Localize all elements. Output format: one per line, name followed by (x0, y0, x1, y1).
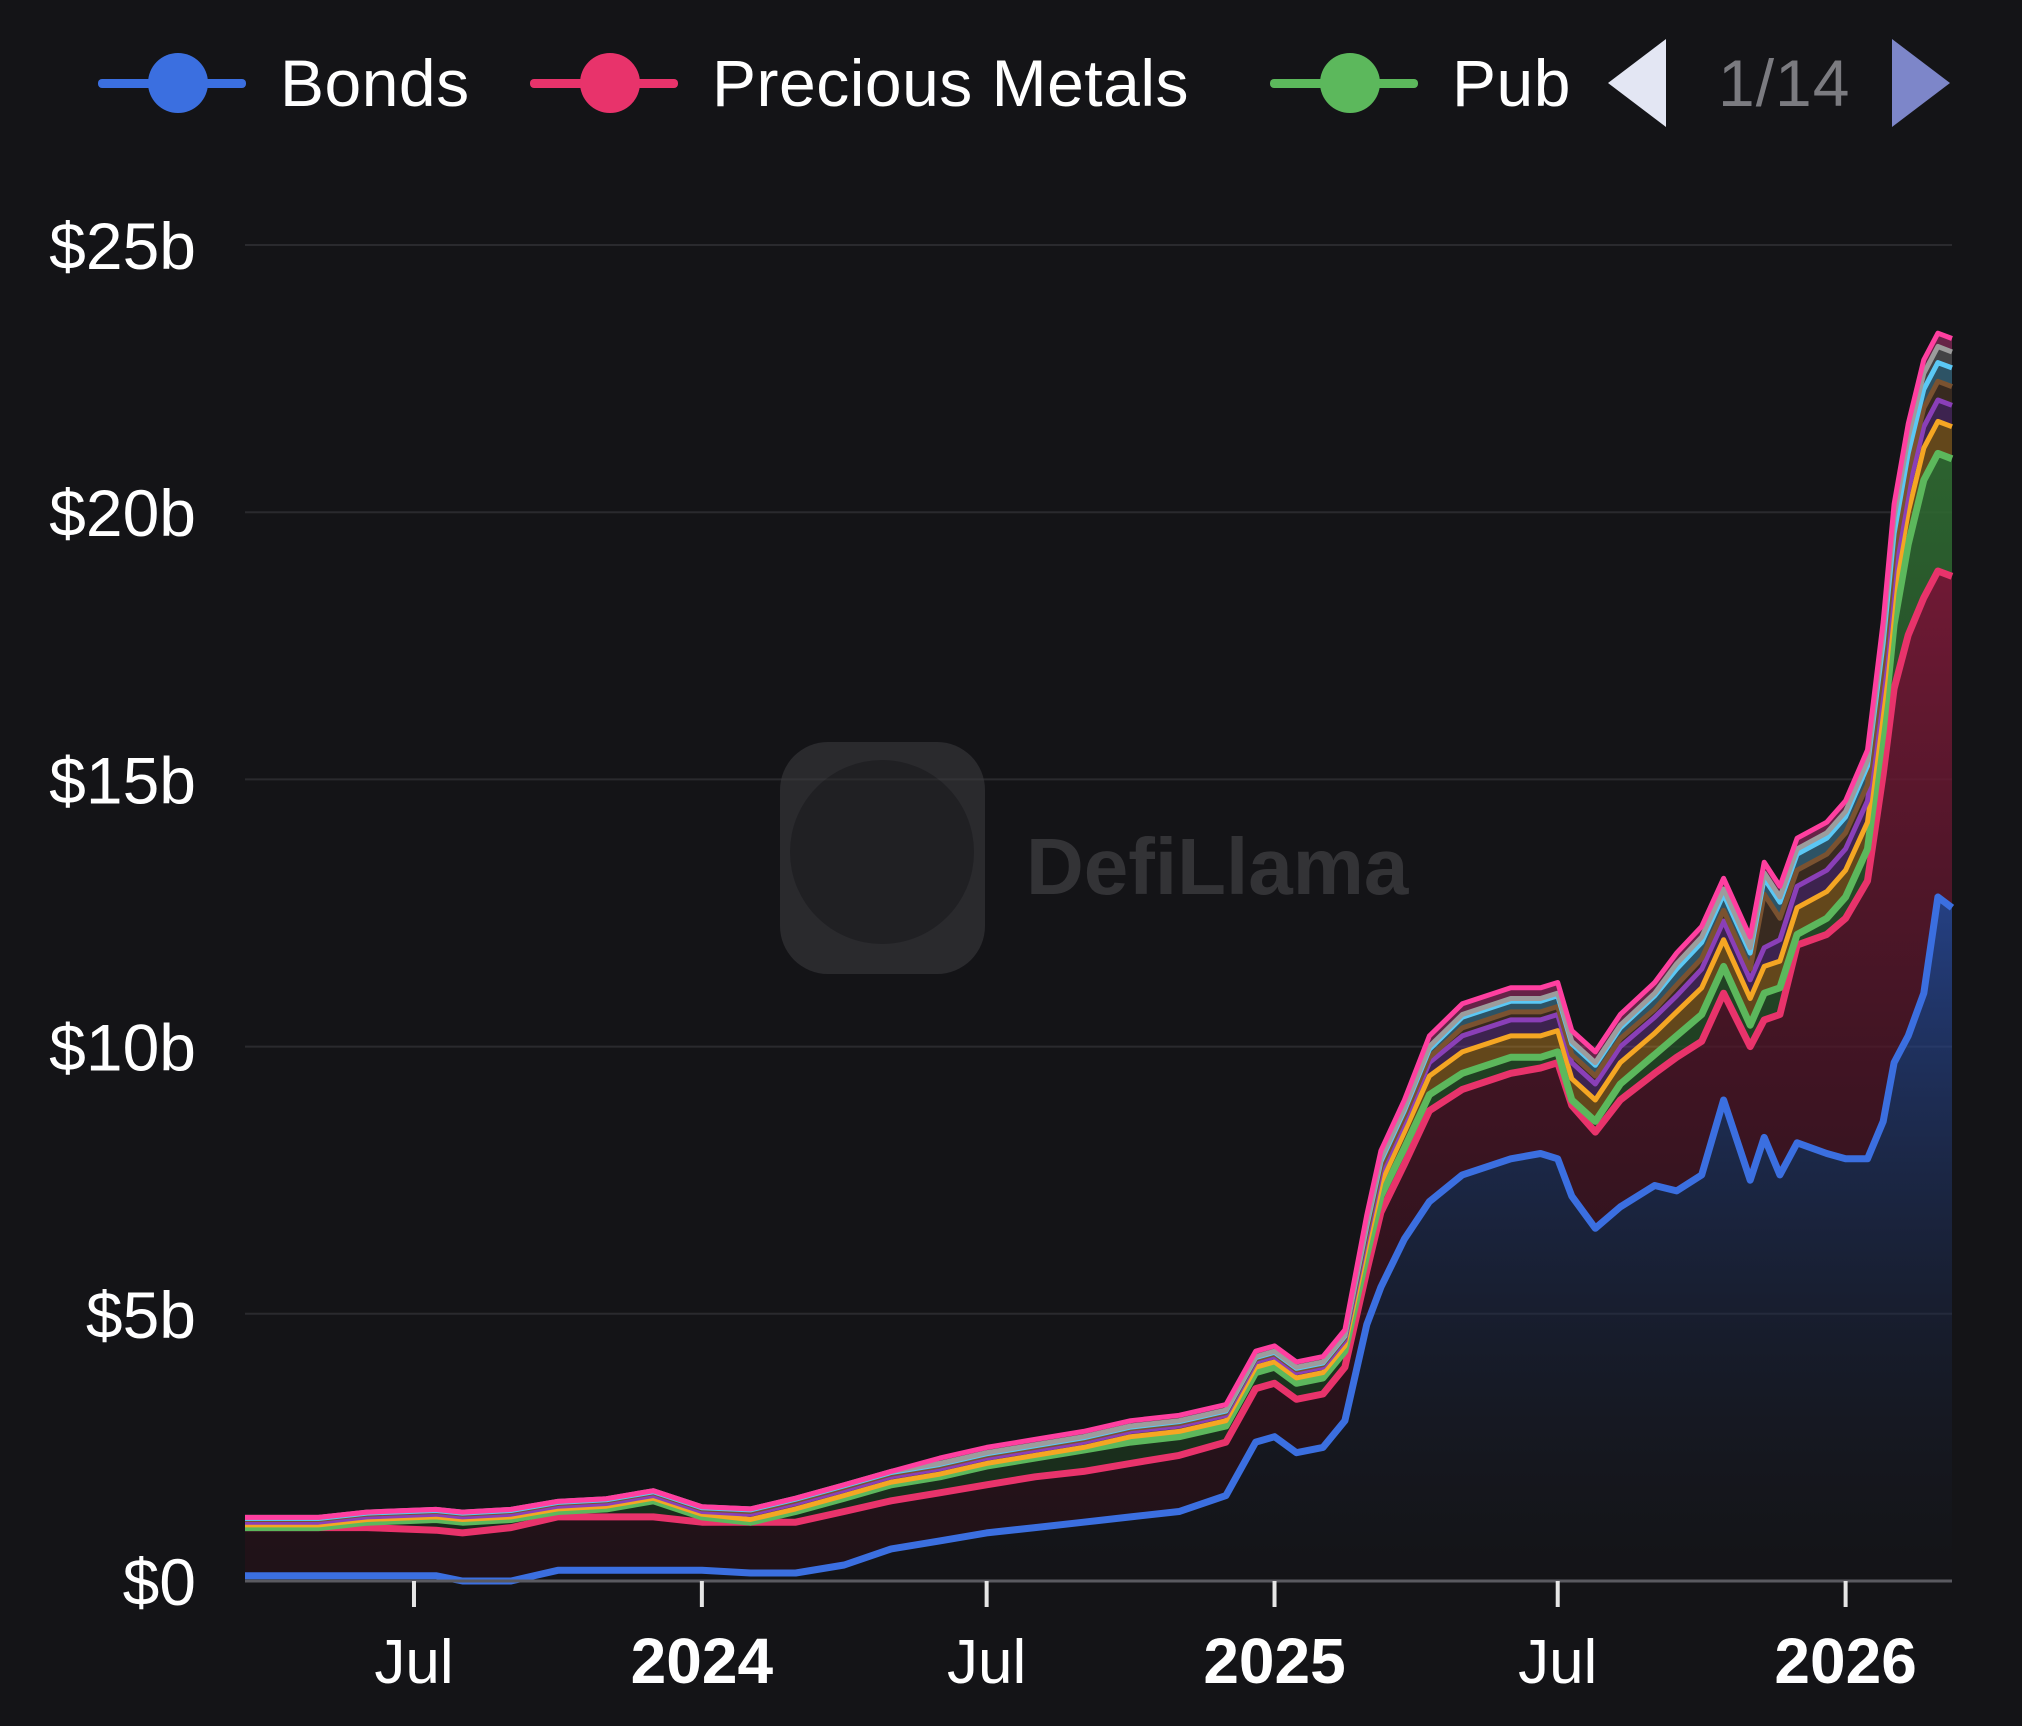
y-tick-label: $20b (49, 476, 196, 550)
legend-label-precious-metals: Precious Metals (712, 46, 1190, 120)
legend-label-bonds: Bonds (280, 46, 470, 120)
legend-swatch-bonds (98, 38, 246, 128)
y-tick-label: $0 (123, 1545, 196, 1619)
area-series-0 (245, 897, 1952, 1581)
x-tick-label: Jul (947, 1628, 1026, 1697)
y-tick-label: $25b (49, 209, 196, 283)
triangle-left-icon[interactable] (1608, 39, 1666, 127)
legend-item-bonds[interactable]: Bonds (98, 38, 470, 128)
legend-swatch-pub (1270, 38, 1418, 128)
y-tick-label: $5b (86, 1278, 196, 1352)
series-lines (245, 330, 1955, 1585)
chart-axes: $0 $5b $10b $15b $20b $25b Jul 2024 Jul 2025 Jul 20… (49, 209, 1952, 1697)
line-series-8 (245, 330, 1953, 1520)
line-series-2 (245, 449, 1954, 1532)
x-tick-label: Jul (1518, 1628, 1597, 1697)
x-tick-label: Jul (374, 1628, 453, 1697)
watermark-text: DefiLlama (1026, 822, 1409, 911)
line-series-0 (245, 893, 1955, 1585)
legend-item-pub[interactable]: Pub (1270, 38, 1571, 128)
chart-legend: Bonds Precious Metals Pub 1/14 (0, 0, 2022, 170)
triangle-right-icon[interactable] (1892, 39, 1951, 127)
defillama-watermark: DefiLlama (780, 742, 1409, 974)
x-tick-label: 2025 (1203, 1625, 1345, 1697)
legend-item-precious-metals[interactable]: Precious Metals (530, 38, 1189, 128)
series-areas (245, 333, 1952, 1581)
line-series-1 (245, 567, 1954, 1537)
legend-page-indicator: 1/14 (1718, 46, 1851, 120)
legend-label-pub: Pub (1452, 46, 1571, 120)
x-tick-label: 2024 (631, 1625, 774, 1697)
legend-pager: 1/14 (1608, 38, 1951, 128)
x-tick-label: 2026 (1774, 1625, 1916, 1697)
y-tick-label: $15b (49, 743, 196, 817)
y-tick-label: $10b (49, 1011, 196, 1085)
watermark-llama-icon (790, 760, 974, 944)
legend-swatch-precious-metals (530, 38, 678, 128)
